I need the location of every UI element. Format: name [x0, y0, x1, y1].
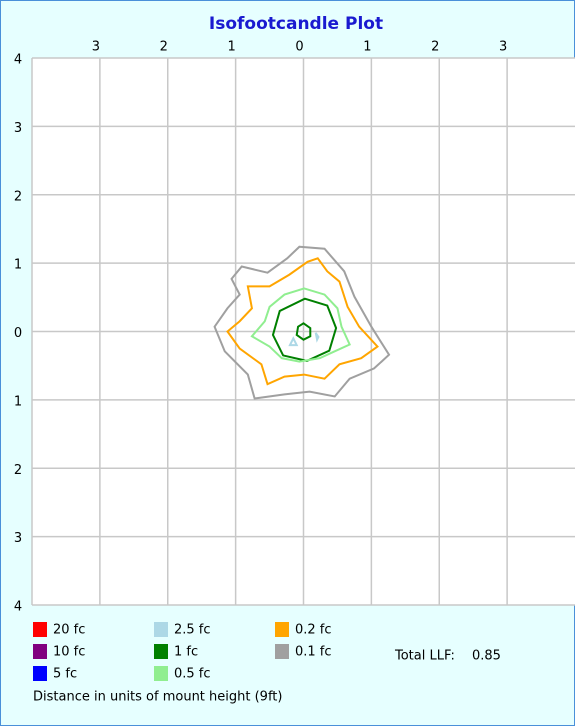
legend-label: 20 fc	[53, 623, 85, 638]
contour-line	[295, 322, 312, 341]
legend-swatch	[33, 644, 47, 659]
footer: Distance in units of mount height (9ft)	[33, 690, 282, 705]
y-tick-label: 1	[14, 258, 22, 273]
y-tick-label: 4	[14, 600, 22, 615]
legend-swatch	[154, 666, 168, 681]
legend-label: 1 fc	[174, 645, 198, 660]
x-tick-label: 1	[363, 40, 371, 55]
x-tick-label: 3	[499, 40, 507, 55]
y-tick-label: 0	[14, 326, 22, 341]
legend-swatch	[154, 644, 168, 659]
y-tick-label: 4	[14, 53, 22, 68]
contour-line	[314, 332, 320, 343]
y-tick-label: 2	[14, 189, 22, 204]
legend-label: 0.5 fc	[174, 667, 211, 682]
legend-swatch	[154, 622, 168, 637]
legend-label: 10 fc	[53, 645, 85, 660]
y-tick-label: 1	[14, 394, 22, 409]
legend-label: 2.5 fc	[174, 623, 211, 638]
x-tick-label: 3	[92, 40, 100, 55]
llf-label: Total LLF:	[394, 649, 455, 664]
legend-swatch	[275, 622, 289, 637]
chart-title: Isofootcandle Plot	[209, 14, 383, 34]
x-tick-label: 0	[295, 40, 303, 55]
y-tick-label: 2	[14, 463, 22, 478]
contour-line	[213, 245, 391, 400]
x-tick-label: 2	[160, 40, 168, 55]
y-tick-label: 3	[14, 531, 22, 546]
contour-line	[226, 257, 379, 386]
legend-label: 0.2 fc	[295, 623, 332, 638]
contour-line	[250, 287, 351, 363]
legend-swatch	[275, 644, 289, 659]
legend-label: 5 fc	[53, 667, 77, 682]
x-tick-label: 1	[227, 40, 235, 55]
legend-swatch	[33, 666, 47, 681]
contour-line	[288, 336, 299, 347]
legend-swatch	[33, 622, 47, 637]
x-tick-label: 2	[431, 40, 439, 55]
llf-value: 0.85	[472, 649, 501, 664]
y-tick-label: 3	[14, 121, 22, 136]
legend-label: 0.1 fc	[295, 645, 332, 660]
